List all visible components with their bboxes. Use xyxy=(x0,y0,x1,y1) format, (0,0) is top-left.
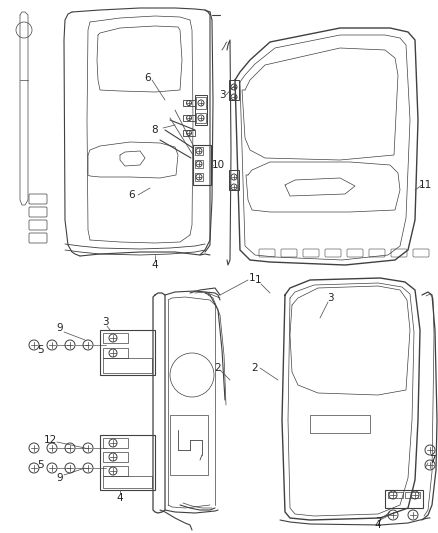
Text: 9: 9 xyxy=(57,473,64,483)
Bar xyxy=(193,145,211,185)
Text: 6: 6 xyxy=(145,73,151,83)
Text: 3: 3 xyxy=(327,293,333,303)
Text: 4: 4 xyxy=(117,493,124,503)
Bar xyxy=(195,95,207,125)
Text: 5: 5 xyxy=(37,460,43,470)
Text: 4: 4 xyxy=(152,260,158,270)
Bar xyxy=(405,492,420,498)
Bar xyxy=(385,490,423,508)
Text: 10: 10 xyxy=(212,160,225,170)
Text: 2: 2 xyxy=(215,363,221,373)
Text: 12: 12 xyxy=(43,435,57,445)
Text: 7: 7 xyxy=(429,455,435,465)
Bar xyxy=(103,438,128,448)
Text: 5: 5 xyxy=(37,345,43,355)
Bar xyxy=(103,452,128,462)
Text: 11: 11 xyxy=(418,180,431,190)
Bar xyxy=(103,333,128,343)
Bar xyxy=(100,435,155,490)
Bar xyxy=(103,348,128,358)
Bar xyxy=(170,415,208,475)
Bar xyxy=(183,130,195,136)
Bar xyxy=(310,415,370,433)
Bar xyxy=(229,80,239,100)
Bar xyxy=(100,330,155,375)
Bar xyxy=(103,476,152,488)
Text: 1: 1 xyxy=(254,275,261,285)
Text: 6: 6 xyxy=(129,190,135,200)
Bar xyxy=(195,147,203,155)
Bar xyxy=(103,358,152,373)
Text: 3: 3 xyxy=(102,317,108,327)
Text: 3: 3 xyxy=(219,90,225,100)
Text: 4: 4 xyxy=(374,520,381,530)
Text: 9: 9 xyxy=(57,323,64,333)
Bar xyxy=(388,492,403,498)
Bar xyxy=(196,97,206,109)
Bar xyxy=(229,170,239,190)
Bar xyxy=(103,466,128,476)
Bar xyxy=(183,115,195,121)
Bar xyxy=(195,173,203,181)
Text: 1: 1 xyxy=(249,273,255,283)
Bar xyxy=(195,160,203,168)
Bar xyxy=(196,113,206,123)
Text: 2: 2 xyxy=(252,363,258,373)
Bar xyxy=(183,100,195,106)
Text: 8: 8 xyxy=(152,125,158,135)
Text: 7: 7 xyxy=(374,517,381,527)
